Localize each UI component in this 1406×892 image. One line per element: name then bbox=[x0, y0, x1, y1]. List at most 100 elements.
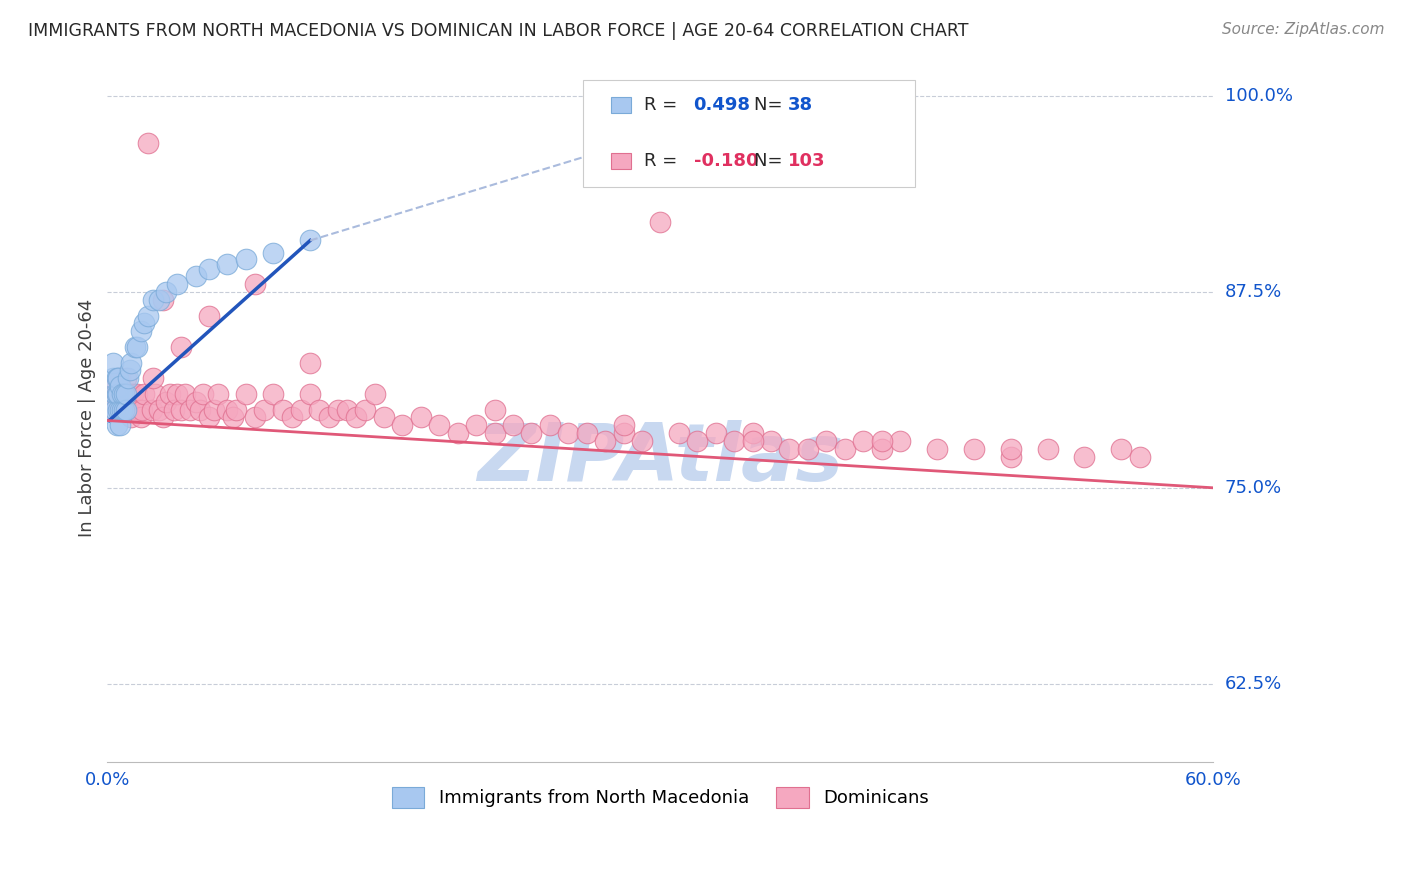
Point bbox=[318, 410, 340, 425]
Text: 0.498: 0.498 bbox=[693, 95, 751, 114]
Point bbox=[117, 402, 139, 417]
Point bbox=[105, 371, 128, 385]
Point bbox=[142, 371, 165, 385]
Point bbox=[104, 387, 127, 401]
Point bbox=[136, 136, 159, 151]
Point bbox=[502, 418, 524, 433]
Point bbox=[152, 410, 174, 425]
Point bbox=[373, 410, 395, 425]
Point bbox=[446, 425, 468, 440]
Point bbox=[815, 434, 838, 448]
Point bbox=[852, 434, 875, 448]
Point bbox=[120, 355, 142, 369]
Point bbox=[197, 410, 219, 425]
Point bbox=[870, 434, 893, 448]
Point bbox=[184, 269, 207, 284]
Point bbox=[631, 434, 654, 448]
Point bbox=[143, 387, 166, 401]
Point bbox=[391, 418, 413, 433]
Point bbox=[122, 387, 145, 401]
Point bbox=[870, 442, 893, 456]
Point bbox=[1111, 442, 1133, 456]
Point bbox=[575, 425, 598, 440]
Point bbox=[107, 387, 129, 401]
Point bbox=[484, 402, 506, 417]
Point bbox=[262, 246, 284, 260]
Text: R =: R = bbox=[644, 153, 683, 170]
Text: N=: N= bbox=[755, 95, 789, 114]
Point bbox=[797, 442, 820, 456]
Point bbox=[1000, 442, 1022, 456]
Point bbox=[124, 402, 146, 417]
Point bbox=[290, 402, 312, 417]
Point bbox=[166, 387, 188, 401]
Point bbox=[1036, 442, 1059, 456]
Point bbox=[131, 402, 153, 417]
Point bbox=[326, 402, 349, 417]
Point bbox=[110, 418, 132, 433]
Text: 100.0%: 100.0% bbox=[1225, 87, 1292, 105]
Point bbox=[668, 425, 690, 440]
Point bbox=[125, 340, 148, 354]
Y-axis label: In Labor Force | Age 20-64: In Labor Force | Age 20-64 bbox=[79, 298, 96, 536]
Point bbox=[217, 402, 239, 417]
Point bbox=[163, 402, 186, 417]
Point bbox=[120, 410, 142, 425]
Point bbox=[741, 425, 763, 440]
Point bbox=[202, 402, 225, 417]
Point bbox=[114, 387, 136, 401]
Point bbox=[197, 261, 219, 276]
Point bbox=[125, 387, 148, 401]
Point bbox=[704, 425, 727, 440]
Point bbox=[262, 387, 284, 401]
Text: R =: R = bbox=[644, 95, 683, 114]
FancyBboxPatch shape bbox=[610, 97, 630, 113]
Point bbox=[100, 402, 122, 417]
Point bbox=[834, 442, 856, 456]
Point bbox=[170, 340, 193, 354]
Point bbox=[253, 402, 276, 417]
Point bbox=[409, 410, 432, 425]
Point bbox=[111, 402, 134, 417]
Point bbox=[134, 317, 156, 331]
Point bbox=[243, 410, 266, 425]
Point bbox=[308, 402, 330, 417]
Point bbox=[520, 425, 543, 440]
FancyBboxPatch shape bbox=[583, 80, 915, 186]
Point bbox=[686, 434, 709, 448]
Point bbox=[155, 394, 177, 409]
Point bbox=[117, 371, 139, 385]
Point bbox=[723, 434, 745, 448]
Point bbox=[114, 371, 136, 385]
Point bbox=[299, 234, 322, 248]
Point bbox=[593, 434, 616, 448]
Point bbox=[197, 309, 219, 323]
Text: 75.0%: 75.0% bbox=[1225, 479, 1282, 497]
Point bbox=[271, 402, 294, 417]
Text: 62.5%: 62.5% bbox=[1225, 674, 1282, 692]
Point bbox=[110, 371, 132, 385]
Point bbox=[889, 434, 911, 448]
Point bbox=[152, 293, 174, 307]
Point bbox=[354, 402, 377, 417]
Point bbox=[193, 387, 215, 401]
Point bbox=[159, 387, 181, 401]
Point bbox=[114, 402, 136, 417]
Point bbox=[110, 402, 132, 417]
Point bbox=[141, 402, 163, 417]
Point bbox=[105, 387, 128, 401]
Point bbox=[363, 387, 385, 401]
Point bbox=[1073, 450, 1095, 464]
Point bbox=[136, 309, 159, 323]
Point bbox=[235, 252, 257, 267]
Point bbox=[184, 394, 207, 409]
Point bbox=[225, 402, 247, 417]
Point bbox=[107, 394, 129, 409]
Text: IMMIGRANTS FROM NORTH MACEDONIA VS DOMINICAN IN LABOR FORCE | AGE 20-64 CORRELAT: IMMIGRANTS FROM NORTH MACEDONIA VS DOMIN… bbox=[28, 22, 969, 40]
Point bbox=[105, 418, 128, 433]
Point bbox=[112, 402, 135, 417]
Text: ZIPAtlas: ZIPAtlas bbox=[477, 420, 844, 498]
Point bbox=[112, 402, 135, 417]
FancyBboxPatch shape bbox=[610, 153, 630, 169]
Point bbox=[170, 402, 193, 417]
